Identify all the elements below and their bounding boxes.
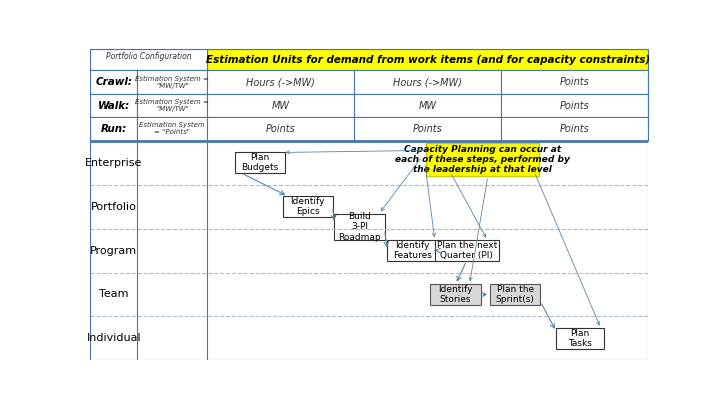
FancyBboxPatch shape xyxy=(282,196,333,217)
Text: Portfolio Configuration: Portfolio Configuration xyxy=(106,52,192,61)
Text: Capacity Planning can occur at
each of these steps, performed by
the leadership : Capacity Planning can occur at each of t… xyxy=(395,145,570,175)
Bar xyxy=(90,117,138,141)
Bar xyxy=(138,70,207,94)
Text: Plan the next
Quarter (PI): Plan the next Quarter (PI) xyxy=(436,241,497,260)
Text: Program: Program xyxy=(90,245,138,256)
Text: Points: Points xyxy=(413,124,443,134)
FancyBboxPatch shape xyxy=(235,152,285,173)
Text: Plan
Tasks: Plan Tasks xyxy=(568,329,592,348)
Bar xyxy=(90,94,138,117)
Bar xyxy=(207,94,354,117)
Text: Crawl:: Crawl: xyxy=(95,77,132,87)
Text: MW: MW xyxy=(271,100,289,111)
Text: Identify
Stories: Identify Stories xyxy=(438,285,473,304)
Text: Team: Team xyxy=(99,290,128,299)
Bar xyxy=(501,70,648,94)
Text: Individual: Individual xyxy=(86,333,141,343)
Text: Enterprise: Enterprise xyxy=(85,158,143,168)
FancyBboxPatch shape xyxy=(426,143,539,176)
Text: Estimation System =
"MW/TW": Estimation System = "MW/TW" xyxy=(135,76,210,89)
Text: Hours (->MW): Hours (->MW) xyxy=(393,77,462,87)
Bar xyxy=(354,70,501,94)
Text: Points: Points xyxy=(559,124,590,134)
Text: Points: Points xyxy=(266,124,295,134)
Text: Estimation System =
"MW/TW": Estimation System = "MW/TW" xyxy=(135,99,210,112)
FancyBboxPatch shape xyxy=(431,284,481,305)
Text: Plan
Budgets: Plan Budgets xyxy=(242,153,279,172)
FancyBboxPatch shape xyxy=(490,284,540,305)
Text: Estimation System
= "Points": Estimation System = "Points" xyxy=(140,122,205,135)
Text: MW: MW xyxy=(418,100,436,111)
Bar xyxy=(354,94,501,117)
Text: Plan the
Sprint(s): Plan the Sprint(s) xyxy=(496,285,535,304)
Bar xyxy=(138,94,207,117)
Text: Hours (->MW): Hours (->MW) xyxy=(246,77,315,87)
Text: Build
3-PI
Roadmap: Build 3-PI Roadmap xyxy=(338,212,381,242)
Bar xyxy=(501,117,648,141)
Text: Estimation Units for demand from work items (and for capacity constraints): Estimation Units for demand from work it… xyxy=(205,55,649,64)
Text: Run:: Run: xyxy=(101,124,127,134)
Bar xyxy=(207,49,648,70)
Bar xyxy=(207,117,354,141)
Text: Walk:: Walk: xyxy=(98,100,130,111)
FancyBboxPatch shape xyxy=(334,214,384,240)
Text: Points: Points xyxy=(559,100,590,111)
Bar xyxy=(207,70,354,94)
FancyBboxPatch shape xyxy=(435,241,499,261)
Bar xyxy=(501,94,648,117)
FancyBboxPatch shape xyxy=(387,241,438,261)
Text: Points: Points xyxy=(559,77,590,87)
Bar xyxy=(90,49,207,70)
Text: Portfolio: Portfolio xyxy=(91,202,137,211)
Bar xyxy=(138,117,207,141)
Bar xyxy=(90,70,138,94)
Bar xyxy=(354,117,501,141)
Text: Identify
Features: Identify Features xyxy=(393,241,432,260)
FancyBboxPatch shape xyxy=(557,328,603,349)
Text: Identify
Epics: Identify Epics xyxy=(290,197,325,216)
